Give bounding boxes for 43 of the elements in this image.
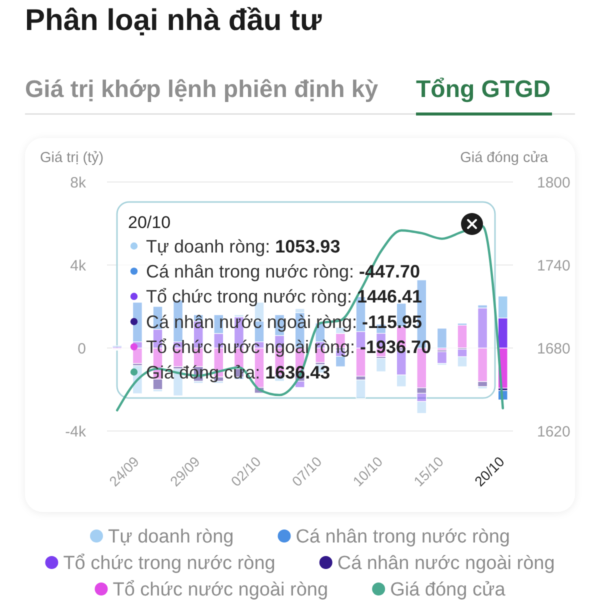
annotation: Tự doanh ròng: 1053.93 xyxy=(146,236,340,256)
legend-label: Tổ chức nước ngoài ròng xyxy=(112,580,328,600)
bar xyxy=(416,388,427,394)
bar xyxy=(416,401,427,414)
bar xyxy=(436,351,447,364)
annotation: Tổ chức nước ngoài ròng: -1936.70 xyxy=(146,337,432,358)
bar xyxy=(396,374,406,387)
bar xyxy=(376,358,386,372)
chart-title: Phân loại nhà đầu tư xyxy=(25,4,322,37)
annotation: Tổ chức trong nước ròng: 1446.41 xyxy=(146,286,422,307)
y2-tick-label: 1740 xyxy=(537,257,570,274)
y-axis-title: Giá trị (tỷ) xyxy=(40,150,104,166)
bar xyxy=(436,328,447,348)
y2-tick-label: 1680 xyxy=(537,340,570,358)
bar xyxy=(478,386,488,389)
y-tick-label: 8k xyxy=(70,174,86,192)
y2-tick-label: 1620 xyxy=(537,423,570,440)
text: Tổng GTGD xyxy=(416,76,551,103)
bar xyxy=(356,380,366,399)
legend-label: Tổ chức trong nước ròng xyxy=(63,553,276,574)
bar xyxy=(457,356,468,367)
legend-label: Cá nhân nước ngoài ròng xyxy=(337,553,555,574)
y-tick-label: 4k xyxy=(70,257,86,274)
bar xyxy=(152,389,163,392)
legend-label: Tự doanh ròng xyxy=(108,526,234,548)
bar xyxy=(132,363,142,366)
y-tick-label: -4k xyxy=(65,423,86,440)
bar xyxy=(457,324,468,348)
bar xyxy=(416,392,427,402)
bar xyxy=(478,304,488,308)
bar xyxy=(478,381,488,387)
y-tick-label: 0 xyxy=(78,340,86,358)
y2-axis-title: Giá đóng cửa xyxy=(460,150,549,166)
bar xyxy=(478,308,488,348)
bar xyxy=(234,314,244,318)
bar xyxy=(478,348,488,382)
y2-tick-label: 1800 xyxy=(537,174,570,192)
bar xyxy=(335,356,346,367)
bar xyxy=(294,308,305,314)
legend-label: Giá đóng cửa xyxy=(390,580,506,600)
annotation: 20/10 xyxy=(128,213,171,232)
text: Giá trị khớp lệnh phiên định kỳ xyxy=(25,76,379,103)
legend-label: Cá nhân trong nước ròng xyxy=(296,526,510,548)
